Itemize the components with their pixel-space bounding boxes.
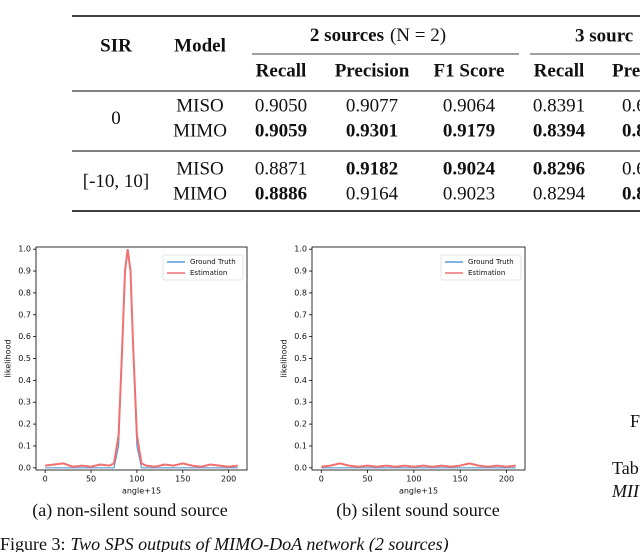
data-line	[45, 249, 238, 469]
y-tick-label: 0.6	[294, 332, 307, 341]
value-cell: 0.8296	[533, 158, 585, 179]
value-cell: 0.9059	[255, 120, 307, 141]
legend-label: Ground Truth	[468, 258, 514, 266]
x-tick-label: 200	[499, 475, 514, 484]
y-axis-label: likelihood	[4, 339, 13, 377]
sir-cell: [-10, 10]	[83, 171, 149, 192]
value-cell: 0.9050	[255, 95, 307, 116]
figure-caption: Figure 3: Two SPS outputs of MIMO-DoA net…	[0, 534, 449, 552]
value-cell: 0.9077	[346, 95, 398, 116]
header-group: 3 sourc	[575, 25, 633, 46]
value-cell: 0.8394	[533, 120, 586, 141]
y-tick-label: 0.3	[18, 398, 31, 407]
value-cell: 0.9064	[443, 95, 496, 116]
header-group-label: 2 sources	[310, 25, 384, 46]
plot-frame	[35, 246, 248, 471]
subfigure-caption: (a) non-silent sound source	[32, 500, 227, 521]
subfigure-caption: (b) silent sound source	[336, 500, 499, 521]
value-cell: 0.9182	[346, 158, 398, 179]
model-cell: MISO	[176, 95, 224, 116]
value-cell: 0.8	[622, 183, 640, 204]
value-cell: 0.9024	[443, 158, 496, 179]
value-cell: 0.9164	[346, 183, 399, 204]
x-axis-label: angle+15	[122, 487, 161, 496]
value-cell: 0.9301	[346, 120, 398, 141]
y-tick-label: 1.0	[18, 245, 31, 254]
value-cell: 0.8391	[533, 95, 585, 116]
legend-label: Estimation	[468, 269, 505, 277]
y-tick-label: 0.4	[294, 376, 307, 385]
plot-frame	[311, 246, 526, 471]
column-header: Pre	[612, 60, 640, 81]
sir-cell: 0	[111, 108, 121, 129]
y-tick-label: 0.9	[294, 267, 307, 276]
y-tick-label: 0.1	[294, 441, 307, 450]
data-line	[45, 249, 238, 468]
header-group-note: (N = 2)	[390, 25, 446, 46]
y-tick-label: 0.4	[18, 376, 31, 385]
value-cell: 0.6	[622, 95, 640, 116]
caption-label: Figure 3:	[0, 534, 66, 552]
header-model: Model	[174, 35, 226, 56]
x-tick-label: 0	[319, 475, 324, 484]
side-fragment: MII	[611, 481, 640, 501]
y-tick-label: 0.8	[18, 288, 31, 297]
y-tick-label: 0.7	[18, 310, 31, 319]
x-tick-label: 200	[221, 475, 236, 484]
y-tick-label: 0.8	[294, 288, 307, 297]
y-tick-label: 0.0	[18, 463, 31, 472]
y-tick-label: 0.5	[294, 354, 307, 363]
x-tick-label: 100	[129, 475, 144, 484]
x-axis-label: angle+15	[399, 487, 438, 496]
x-tick-label: 100	[406, 475, 421, 484]
y-tick-label: 0.0	[294, 463, 307, 472]
side-fragment: F	[630, 411, 640, 431]
y-tick-label: 0.3	[294, 398, 307, 407]
y-tick-label: 0.2	[294, 420, 307, 429]
y-axis-label: likelihood	[280, 339, 289, 377]
value-cell: 0.8	[622, 120, 640, 141]
value-cell: 0.8886	[255, 183, 307, 204]
data-line	[321, 462, 516, 468]
column-header: Recall	[256, 60, 307, 81]
y-tick-label: 1.0	[294, 245, 307, 254]
column-header: F1 Score	[434, 60, 505, 81]
y-tick-label: 0.7	[294, 310, 307, 319]
x-tick-label: 0	[43, 475, 48, 484]
y-tick-label: 0.5	[18, 354, 31, 363]
y-tick-label: 0.1	[18, 441, 31, 450]
y-tick-label: 0.2	[18, 420, 31, 429]
side-fragment: Tab	[612, 458, 639, 478]
value-cell: 0.8871	[255, 158, 307, 179]
model-cell: MISO	[176, 158, 224, 179]
legend-label: Ground Truth	[190, 258, 236, 266]
value-cell: 0.8294	[533, 183, 586, 204]
x-tick-label: 50	[362, 475, 372, 484]
y-tick-label: 0.9	[18, 267, 31, 276]
header-sir: SIR	[100, 35, 132, 56]
value-cell: 0.9179	[443, 120, 495, 141]
x-tick-label: 50	[86, 475, 96, 484]
value-cell: 0.6	[622, 158, 640, 179]
header-group: 2 sources (N = 2)	[310, 25, 446, 46]
caption-text: Two SPS outputs of MIMO-DoA network (2 s…	[71, 534, 449, 552]
legend-label: Estimation	[190, 269, 227, 277]
column-header: Recall	[534, 60, 585, 81]
y-tick-label: 0.6	[18, 332, 31, 341]
value-cell: 0.9023	[443, 183, 495, 204]
column-header: Precision	[335, 60, 410, 81]
model-cell: MIMO	[173, 183, 227, 204]
model-cell: MIMO	[173, 120, 227, 141]
x-tick-label: 150	[175, 475, 190, 484]
x-tick-label: 150	[453, 475, 468, 484]
